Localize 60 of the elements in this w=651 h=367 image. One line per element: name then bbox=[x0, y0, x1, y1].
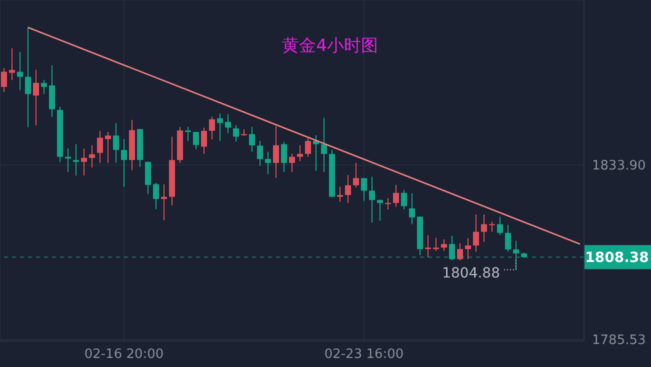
candlestick bbox=[249, 126, 255, 152]
y-tick-label: 1833.90 bbox=[592, 158, 646, 174]
candlestick bbox=[161, 184, 167, 221]
candlestick bbox=[457, 242, 463, 261]
candlestick bbox=[233, 124, 239, 142]
candlestick bbox=[289, 153, 295, 172]
candlestick bbox=[345, 174, 351, 204]
candlestick bbox=[81, 148, 87, 176]
x-tick-label: 02-23 16:00 bbox=[324, 347, 404, 362]
candlestick bbox=[393, 184, 399, 208]
candlestick bbox=[337, 186, 343, 202]
candlestick bbox=[225, 114, 231, 134]
candlestick bbox=[193, 131, 199, 150]
candlestick bbox=[265, 151, 271, 175]
candlestick bbox=[73, 144, 79, 176]
candlestick bbox=[297, 144, 303, 162]
candlestick bbox=[185, 126, 191, 142]
candlestick bbox=[33, 69, 39, 126]
candlestick bbox=[425, 234, 431, 258]
candlestick bbox=[385, 198, 391, 210]
candlestick bbox=[369, 176, 375, 224]
candlestick bbox=[145, 161, 151, 194]
candlestick bbox=[353, 162, 359, 188]
candlestick bbox=[121, 138, 127, 188]
candlestick bbox=[153, 182, 159, 210]
candlestick bbox=[41, 80, 47, 95]
ref-line-label: 1808.38 bbox=[585, 250, 649, 266]
candlestick bbox=[465, 238, 471, 260]
candlestick bbox=[217, 113, 223, 142]
candlestick bbox=[497, 216, 503, 236]
candlestick bbox=[257, 140, 263, 166]
y-tick-label: 1785.53 bbox=[592, 333, 646, 348]
annotation: 1804.88 bbox=[442, 266, 500, 282]
x-tick-label: 02-16 20:00 bbox=[84, 347, 164, 362]
candlestick bbox=[441, 238, 447, 252]
candlestick bbox=[49, 64, 55, 118]
candlestick bbox=[201, 127, 207, 154]
candlestick bbox=[409, 192, 415, 225]
candlestick bbox=[377, 198, 383, 222]
candlestick bbox=[489, 221, 495, 232]
text: 黄金4小时图 bbox=[281, 35, 379, 57]
candlestick bbox=[473, 214, 479, 252]
candlestick bbox=[401, 189, 407, 210]
candlestick bbox=[17, 51, 23, 91]
candlestick bbox=[481, 214, 487, 242]
candlestick bbox=[89, 144, 95, 168]
candlestick bbox=[305, 138, 311, 158]
candlestick bbox=[505, 224, 511, 252]
candlestick bbox=[105, 131, 111, 164]
candlestick bbox=[281, 142, 287, 172]
candlestick bbox=[25, 26, 31, 128]
candlestick bbox=[209, 116, 215, 140]
candlestick bbox=[113, 122, 119, 164]
candlestick bbox=[321, 117, 327, 172]
candlestick bbox=[361, 178, 367, 202]
candlestick bbox=[97, 130, 103, 164]
candlestick bbox=[273, 126, 279, 178]
candlestick bbox=[1, 68, 7, 92]
candlestick bbox=[433, 237, 439, 252]
candlestick bbox=[9, 48, 15, 81]
